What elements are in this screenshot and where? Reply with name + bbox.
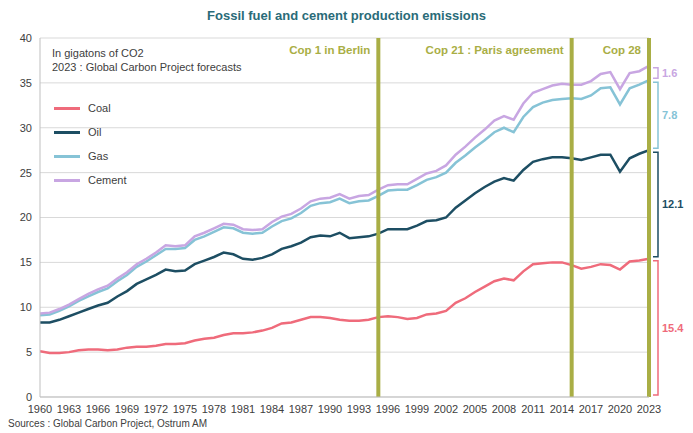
- html-text:Coal: Coal: [88, 102, 111, 114]
- svg-text:1972: 1972: [144, 403, 168, 415]
- svg-text:7.8: 7.8: [662, 109, 677, 121]
- html-text:In gigatons of CO2: In gigatons of CO2: [52, 47, 144, 59]
- svg-text:2017: 2017: [579, 403, 603, 415]
- svg-text:0: 0: [26, 391, 32, 403]
- svg-text:2005: 2005: [463, 403, 487, 415]
- svg-text:2020: 2020: [608, 403, 632, 415]
- svg-text:1966: 1966: [86, 403, 110, 415]
- svg-text:1975: 1975: [173, 403, 197, 415]
- svg-text:15: 15: [20, 256, 32, 268]
- svg-text:Cop 28: Cop 28: [603, 44, 642, 56]
- svg-text:1963: 1963: [57, 403, 81, 415]
- svg-text:Cop 21 : Paris agreement: Cop 21 : Paris agreement: [426, 44, 564, 56]
- svg-text:12.1: 12.1: [662, 198, 683, 210]
- svg-text:20: 20: [20, 211, 32, 223]
- svg-text:1960: 1960: [28, 403, 52, 415]
- html-text:Oil: Oil: [88, 126, 102, 138]
- svg-text:35: 35: [20, 77, 32, 89]
- svg-text:2002: 2002: [434, 403, 458, 415]
- svg-text:40: 40: [20, 32, 32, 44]
- html-text:Cement: Cement: [88, 174, 127, 186]
- html-text:Sources : Global Carbon Projec: Sources : Global Carbon Project, Ostrum …: [8, 418, 207, 429]
- svg-text:5: 5: [26, 346, 32, 358]
- svg-text:1981: 1981: [231, 403, 255, 415]
- svg-text:1999: 1999: [405, 403, 429, 415]
- svg-text:2023: 2023: [637, 403, 661, 415]
- svg-text:1993: 1993: [347, 403, 371, 415]
- svg-text:1969: 1969: [115, 403, 139, 415]
- svg-text:1996: 1996: [376, 403, 400, 415]
- svg-text:1978: 1978: [202, 403, 226, 415]
- svg-text:2014: 2014: [550, 403, 574, 415]
- svg-text:10: 10: [20, 301, 32, 313]
- html-text:2023 : Global Carbon Project f: 2023 : Global Carbon Project forecasts: [52, 61, 242, 73]
- svg-text:25: 25: [20, 167, 32, 179]
- svg-text:2011: 2011: [521, 403, 545, 415]
- svg-text:2008: 2008: [492, 403, 516, 415]
- svg-text:1990: 1990: [318, 403, 342, 415]
- html-text:Fossil fuel and cement product: Fossil fuel and cement production emissi…: [207, 8, 486, 23]
- svg-text:1984: 1984: [260, 403, 284, 415]
- svg-text:30: 30: [20, 122, 32, 134]
- svg-text:Cop 1 in Berlin: Cop 1 in Berlin: [289, 44, 370, 56]
- svg-text:1987: 1987: [289, 403, 313, 415]
- svg-text:15.4: 15.4: [662, 322, 684, 334]
- svg-text:1.6: 1.6: [662, 67, 677, 79]
- html-text:Gas: Gas: [88, 150, 109, 162]
